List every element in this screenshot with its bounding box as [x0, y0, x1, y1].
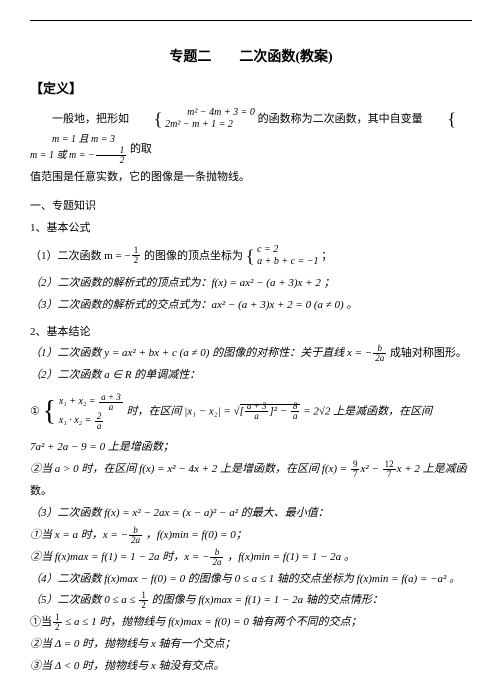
- frac: b2a: [372, 344, 387, 363]
- circ1-bot: x₁ · x₂ = 2a: [59, 415, 105, 426]
- def-brace2-bot: m = 1 或 m = −12: [30, 150, 127, 161]
- item-1-2-5-circ3: ③当 Δ < 0 时，抛物线与 x 轴没有交点。: [30, 657, 472, 676]
- den: 2: [139, 601, 148, 610]
- circ2-pre: ②当 a > 0 时，在区间 f(x) = x² − 4x + 2 上是增函数，…: [30, 463, 350, 475]
- def-brace2: m = 1 且 m = 3 m = 1 或 m = −12: [30, 134, 127, 165]
- s123c2-pre: ②当 f(x)max = f(1) = 1 − 2a 时，x = −: [30, 551, 209, 563]
- item-1-1-3: （3）二次函数的解析式的交点式为：ax² − (a + 3)x + 2 = 0 …: [30, 296, 472, 315]
- frac: 12: [138, 591, 149, 610]
- definition-paragraph: 一般地，把形如 { m² − 4m + 3 = 0 2m² − m + 1 = …: [30, 104, 472, 166]
- section-1-1-header: 1、基本公式: [30, 219, 472, 238]
- circ1-brace: x₁ + x₂ = a + 3a x₁ · x₂ = 2a: [59, 393, 124, 431]
- s123c2-post: ，f(x)min = f(1) = 1 − 2a 。: [227, 551, 355, 563]
- brace-icon: {: [246, 241, 255, 272]
- den: 2a: [210, 558, 223, 567]
- def-brace1-bot: 2m² − m + 1 = 2: [165, 119, 233, 130]
- den: 2: [132, 256, 141, 265]
- section-1-2-header: 2、基本结论: [30, 323, 472, 342]
- s125c1-pre: ①当: [30, 616, 52, 628]
- frac: b2a: [209, 548, 224, 567]
- item-1-2-2-circ1: ① { x₁ + x₂ = a + 3a x₁ · x₂ = 2a 时，在区间 …: [30, 388, 472, 436]
- den: 2a: [129, 536, 142, 545]
- frac: a + 3a: [244, 402, 270, 421]
- s121-post: 成轴对称图形。: [390, 347, 467, 359]
- item-1-2-4: （4）二次函数 f(x)max − f(0) = 0 的图像与 0 ≤ a ≤ …: [30, 570, 472, 589]
- s111-brace-bot: a + b + c = −1: [257, 256, 318, 267]
- item-1-2-3: （3）二次函数 f(x) = x² − 2ax = (x − a)² − a² …: [30, 504, 472, 523]
- section-1-header: 一、专题知识: [30, 197, 472, 216]
- den: a: [245, 412, 269, 421]
- brace-icon: {: [132, 104, 163, 135]
- circ1-top: x₁ + x₂ = a + 3a: [59, 396, 124, 407]
- item-1-1-2: （2）二次函数的解析式的顶点式为：f(x) = ax² − (a + 3)x +…: [30, 274, 472, 293]
- frac: 8a: [290, 402, 301, 421]
- s123c1-pre: ①当 x = a 时，x = −: [30, 529, 128, 541]
- def-line2: 值范围是任意实数，它的图像是一条抛物线。: [30, 168, 472, 187]
- circ1-pre: ①: [30, 405, 43, 417]
- frac: b2a: [128, 526, 143, 545]
- circ2-mid: x² −: [360, 463, 381, 475]
- s111-pre: （1）二次函数 m = −: [30, 249, 131, 261]
- den: 2a: [373, 354, 386, 363]
- den: 2: [96, 156, 127, 165]
- frac: 97: [350, 460, 361, 479]
- s125c1-post: ≤ a ≤ 1 时，抛物线与 f(x)max = f(0) = 0 轴有两个不同…: [65, 616, 361, 628]
- def-brace1: m² − 4m + 3 = 0 2m² − m + 1 = 2: [165, 107, 255, 131]
- s111-brace-top: c = 2: [257, 244, 278, 255]
- den: 2: [53, 623, 62, 632]
- def-text-mid: 的函数称为二次函数，其中自变量: [258, 113, 423, 125]
- item-1-2-3-circ1: ①当 x = a 时，x = −b2a ，f(x)min = f(0) = 0；: [30, 526, 472, 545]
- top-rule: [30, 20, 472, 21]
- brace-icon: {: [43, 388, 56, 436]
- item-1-2-2-overflow: 7a² + 2a − 9 = 0 上是增函数；: [30, 438, 472, 457]
- den: 7: [351, 470, 360, 479]
- item-1-1-1: （1）二次函数 m = −12 的图像的顶点坐标为 { c = 2 a + b …: [30, 241, 472, 272]
- s123c1-post: ，f(x)min = f(0) = 0；: [146, 529, 247, 541]
- document-page: 专题二 二次函数(教案) 【定义】 一般地，把形如 { m² − 4m + 3 …: [0, 0, 502, 699]
- def-brace2-bot-pre: m = 1 或 m = −: [30, 150, 95, 161]
- frac: 12: [131, 246, 142, 265]
- pre: x₁ · x₂ =: [59, 415, 94, 426]
- den: a: [291, 412, 300, 421]
- circ2-end: 数。: [30, 482, 472, 501]
- frac: 12: [95, 146, 128, 165]
- item-1-2-2-circ2: ②当 a > 0 时，在区间 f(x) = x² − 4x + 2 上是增函数，…: [30, 460, 472, 479]
- doc-title: 专题二 二次函数(教案): [30, 46, 472, 70]
- s125-post: 的图像与 f(x)max = f(1) = 1 − 2a 轴的交点情形：: [152, 594, 383, 606]
- den: a: [95, 422, 104, 431]
- item-1-2-5: （5）二次函数 0 ≤ a ≤ 12 的图像与 f(x)max = f(1) =…: [30, 591, 472, 610]
- s111-post: ；: [321, 249, 332, 261]
- frac: 12: [52, 613, 63, 632]
- s111-mid: 的图像的顶点坐标为: [144, 249, 243, 261]
- den: 7: [383, 470, 396, 479]
- frac: 127: [382, 460, 397, 479]
- item-1-2-5-circ1: ①当12 ≤ a ≤ 1 时，抛物线与 f(x)max = f(0) = 0 轴…: [30, 613, 472, 632]
- den: a: [99, 403, 123, 412]
- item-1-2-3-circ2: ②当 f(x)max = f(1) = 1 − 2a 时，x = −b2a ，f…: [30, 548, 472, 567]
- sqrt-expr: √[a + 3a]² − 8a: [234, 404, 301, 417]
- s111-brace: c = 2 a + b + c = −1: [257, 244, 318, 268]
- def-brace1-top: m² − 4m + 3 = 0: [187, 107, 255, 118]
- definition-header: 【定义】: [30, 78, 472, 100]
- s121-pre: （1）二次函数 y = ax² + bx + c (a ≠ 0) 的图像的对称性…: [30, 347, 372, 359]
- pre: x₁ + x₂ =: [59, 396, 98, 407]
- s125-pre: （5）二次函数 0 ≤ a ≤: [30, 594, 138, 606]
- brace-icon: {: [425, 104, 456, 135]
- circ1-post: = 2√2 上是减函数，在区间: [303, 405, 432, 417]
- def-brace2-top: m = 1 且 m = 3: [52, 134, 115, 145]
- item-1-2-2: （2）二次函数 a ∈ R 的单调减性：: [30, 366, 472, 385]
- circ2-post: x + 2 上是减函: [397, 463, 467, 475]
- frac: 2a: [94, 412, 105, 431]
- item-1-2-1: （1）二次函数 y = ax² + bx + c (a ≠ 0) 的图像的对称性…: [30, 344, 472, 363]
- circ1-mid: 时，在区间 |x₁ − x₂| =: [126, 405, 233, 417]
- def-text-pre: 一般地，把形如: [52, 113, 129, 125]
- item-1-2-5-circ2: ②当 Δ = 0 时，抛物线与 x 轴有一个交点；: [30, 635, 472, 654]
- def-text-post: 的取: [130, 144, 152, 156]
- frac: a + 3a: [98, 393, 124, 412]
